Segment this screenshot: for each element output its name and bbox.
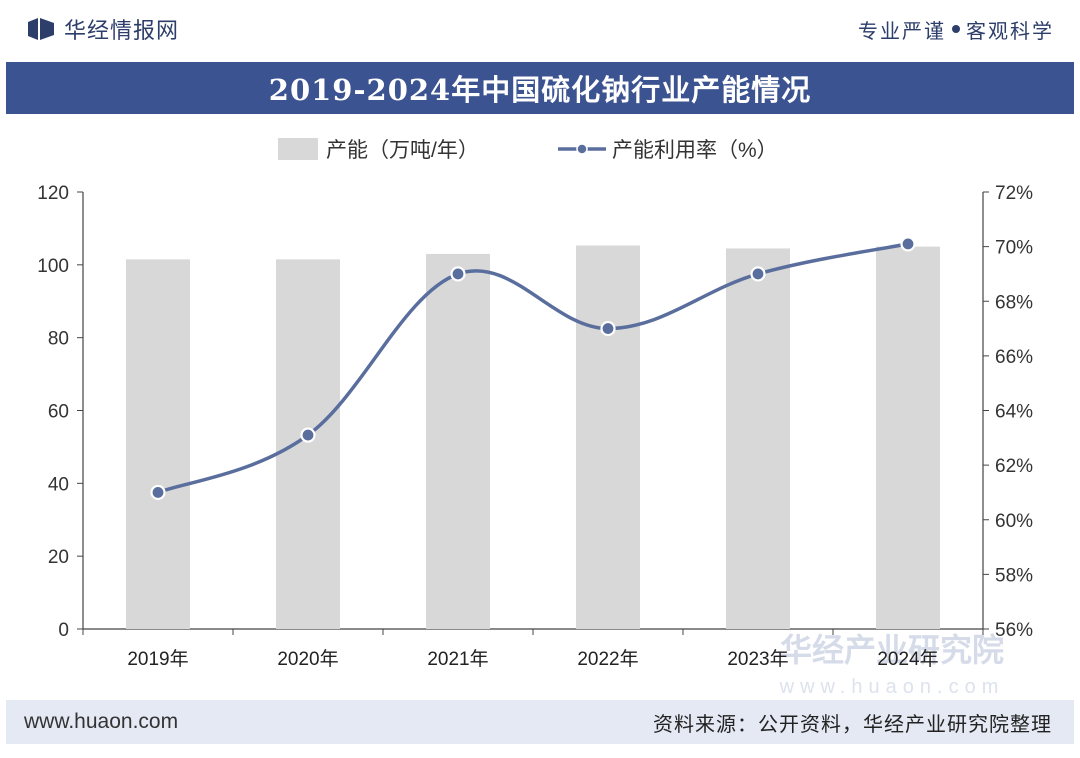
x-tick-label: 2022年: [577, 648, 638, 670]
line-utilization-point: [450, 266, 466, 282]
y-right-tick-label: 68%: [995, 292, 1033, 313]
x-tick-label: 2023年: [727, 648, 788, 670]
slogan-dot-icon: [952, 25, 960, 33]
y-left-tick-label: 20: [48, 547, 69, 568]
slogan: 专业严谨 客观科学: [858, 15, 1054, 44]
bar-capacity: [426, 253, 490, 630]
line-utilization-point: [600, 320, 616, 337]
top-header: 华经情报网 专业严谨 客观科学: [0, 0, 1080, 58]
y-left-tick-label: 60: [48, 402, 69, 423]
y-left-tick-label: 100: [37, 256, 69, 277]
footer-website[interactable]: www.huaon.com: [24, 710, 179, 733]
line-utilization-point: [300, 427, 316, 443]
y-left-tick-label: 40: [48, 474, 69, 495]
watermark-text: 华经产业研究院: [780, 632, 1004, 668]
bar-capacity: [576, 245, 640, 629]
bar-capacity: [276, 259, 340, 629]
footer: www.huaon.com 资料来源：公开资料，华经产业研究院整理: [6, 700, 1074, 744]
bar-capacity: [726, 248, 790, 629]
y-right-tick-label: 70%: [995, 238, 1033, 259]
bar-capacity: [876, 246, 940, 629]
bar-capacity: [126, 259, 190, 629]
brand: 华经情报网: [28, 13, 179, 45]
line-utilization-point: [900, 236, 916, 252]
line-utilization: [157, 242, 909, 495]
y-right-tick-label: 64%: [995, 402, 1033, 423]
y-left-tick-label: 120: [37, 183, 69, 204]
legend-line-label: 产能利用率（%）: [612, 139, 778, 162]
y-right-tick-label: 72%: [995, 183, 1033, 204]
x-tick-label: 2021年: [427, 648, 488, 670]
x-tick-label: 2020年: [277, 648, 338, 670]
y-right-tick-label: 66%: [995, 347, 1033, 368]
slogan-left: 专业严谨: [858, 18, 946, 43]
watermark-url: www.huaon.com: [779, 676, 1005, 698]
line-utilization-point: [750, 266, 766, 282]
legend-bar-swatch: [278, 138, 318, 160]
y-left-tick-label: 80: [48, 329, 69, 350]
y-left-tick-label: 0: [58, 620, 69, 641]
footer-source: 资料来源：公开资料，华经产业研究院整理: [653, 711, 1052, 736]
y-right-tick-label: 60%: [995, 511, 1033, 532]
line-utilization-point: [150, 484, 166, 501]
slogan-right: 客观科学: [966, 18, 1054, 43]
y-right-tick-label: 62%: [995, 456, 1033, 477]
chart-title-bar: 2019-2024年中国硫化钠行业产能情况: [6, 62, 1074, 114]
chart-title: 2019-2024年中国硫化钠行业产能情况: [268, 73, 812, 107]
chart-area: 华经产业研究院 www.huaon.com 0 20 40 60 80 100 120 56% 58…: [0, 116, 1080, 700]
combo-chart: 华经产业研究院 www.huaon.com 0 20 40 60 80 100 120 56% 58…: [37, 138, 1033, 698]
y-right-tick-label: 58%: [995, 565, 1033, 586]
x-tick-label: 2024年: [877, 648, 938, 670]
legend-bar-label: 产能（万吨/年）: [326, 139, 479, 162]
brand-name: 华经情报网: [64, 19, 180, 44]
legend-line-marker: [576, 143, 588, 155]
brand-logo-icon: [28, 18, 54, 40]
y-right-tick-label: 56%: [995, 620, 1033, 641]
x-tick-label: 2019年: [127, 648, 188, 670]
